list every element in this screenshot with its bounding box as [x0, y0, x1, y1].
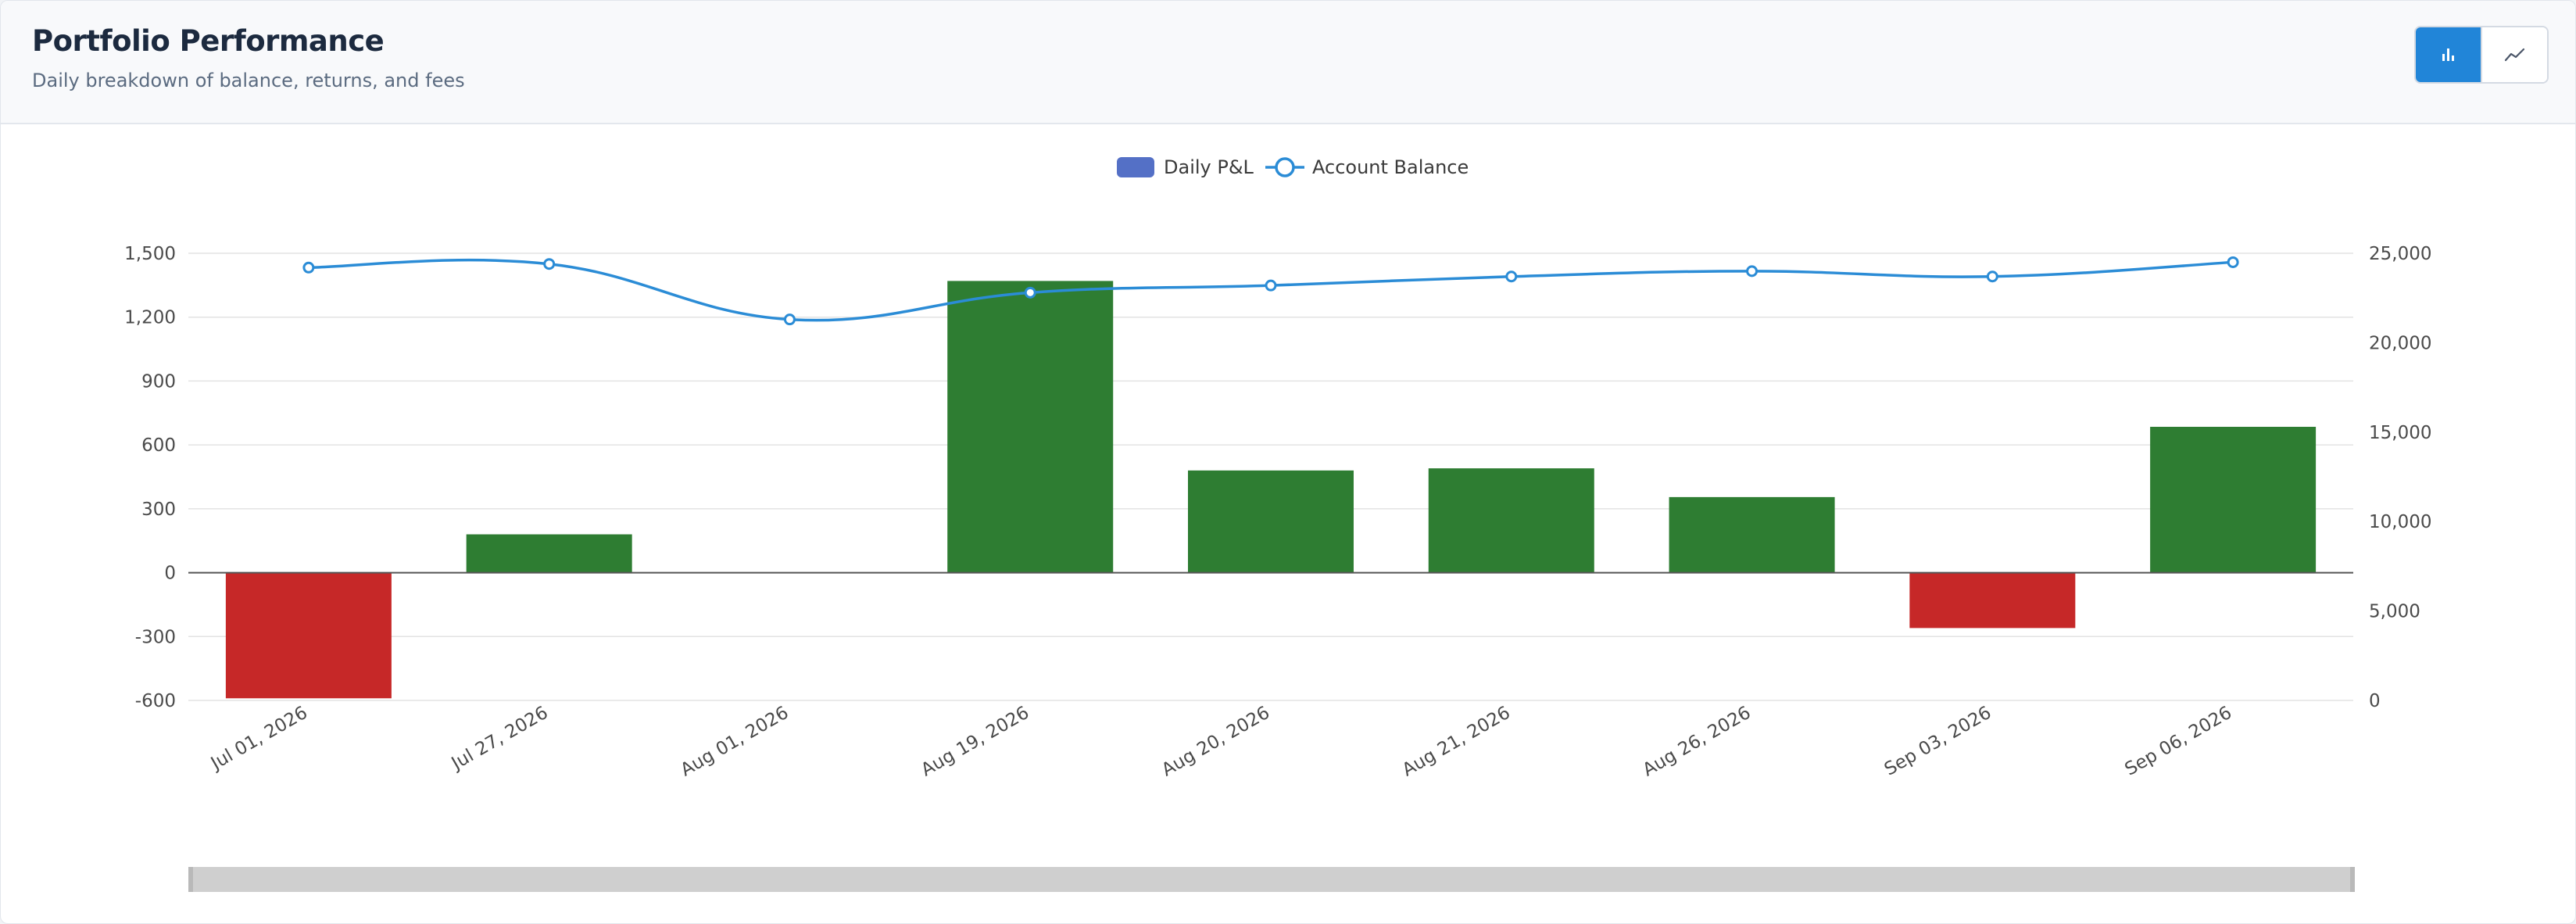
y-right-tick-label: 10,000: [2369, 512, 2431, 532]
balance-point: [1986, 270, 1998, 283]
scroll-handle-right[interactable]: [2350, 867, 2355, 892]
combo-chart: 1,500 1,200 900 600 300 0 -300 -600 25,000 20,000…: [124, 156, 2431, 781]
balance-point: [302, 261, 315, 274]
card-header: Portfolio Performance Daily breakdown of…: [1, 1, 2575, 124]
chart-type-toggle: [2414, 26, 2549, 84]
y-left-tick-label: -600: [135, 691, 176, 711]
bar-chart-icon: [2442, 48, 2454, 61]
balance-point: [1265, 279, 1277, 292]
pnl-bar: [1909, 572, 2076, 629]
line-chart-button[interactable]: [2481, 27, 2547, 82]
y-left-tick-label: 1,200: [124, 308, 176, 328]
x-category-label: Sep 03, 2026: [1881, 703, 1995, 780]
x-category-label: Sep 06, 2026: [2122, 703, 2236, 780]
x-category-label: Jul 27, 2026: [447, 703, 552, 775]
balance-point: [783, 313, 796, 326]
y-right-tick-label: 25,000: [2369, 244, 2431, 264]
x-category-label: Aug 01, 2026: [678, 703, 792, 781]
page-subtitle: Daily breakdown of balance, returns, and…: [32, 70, 465, 91]
pnl-bar: [2150, 426, 2317, 573]
y-right-tick-label: 20,000: [2369, 333, 2431, 353]
balance-point: [2227, 256, 2239, 268]
x-category-label: Aug 21, 2026: [1399, 703, 1514, 781]
legend-pnl-swatch: [1117, 157, 1154, 177]
pnl-bar: [1428, 468, 1594, 573]
pnl-bar: [225, 572, 392, 699]
bar-chart-button[interactable]: [2416, 27, 2481, 82]
x-category-label: Aug 20, 2026: [1158, 703, 1273, 781]
pnl-bar: [1188, 470, 1354, 573]
pnl-bar: [947, 281, 1114, 573]
x-category-label: Jul 01, 2026: [206, 703, 311, 775]
legend-pnl-label: Daily P&L: [1164, 156, 1254, 178]
chart-zoom-scrollbar[interactable]: [188, 867, 2355, 892]
legend-balance-label: Account Balance: [1312, 156, 1469, 178]
y-left-tick-label: 1,500: [124, 244, 176, 264]
balance-point: [1746, 265, 1758, 278]
x-category-label: Aug 26, 2026: [1640, 703, 1755, 781]
pnl-bar: [1669, 496, 1835, 573]
x-category-label: Aug 19, 2026: [918, 703, 1032, 781]
balance-point: [1024, 286, 1036, 299]
y-left-tick-label: -300: [135, 627, 176, 647]
balance-point: [543, 258, 556, 270]
y-right-tick-label: 5,000: [2369, 602, 2420, 622]
y-left-tick-label: 600: [141, 435, 176, 456]
y-right-tick-label: 0: [2369, 691, 2381, 711]
y-right-tick-label: 15,000: [2369, 423, 2431, 443]
scroll-handle-left[interactable]: [188, 867, 193, 892]
y-left-tick-label: 900: [141, 371, 176, 392]
balance-point: [1505, 270, 1518, 283]
page-title: Portfolio Performance: [32, 24, 385, 58]
y-left-tick-label: 300: [141, 500, 176, 520]
legend-balance-marker: [1275, 157, 1295, 177]
y-left-tick-label: 0: [164, 564, 176, 584]
line-chart-icon: [2504, 48, 2524, 62]
pnl-bar: [466, 534, 632, 573]
